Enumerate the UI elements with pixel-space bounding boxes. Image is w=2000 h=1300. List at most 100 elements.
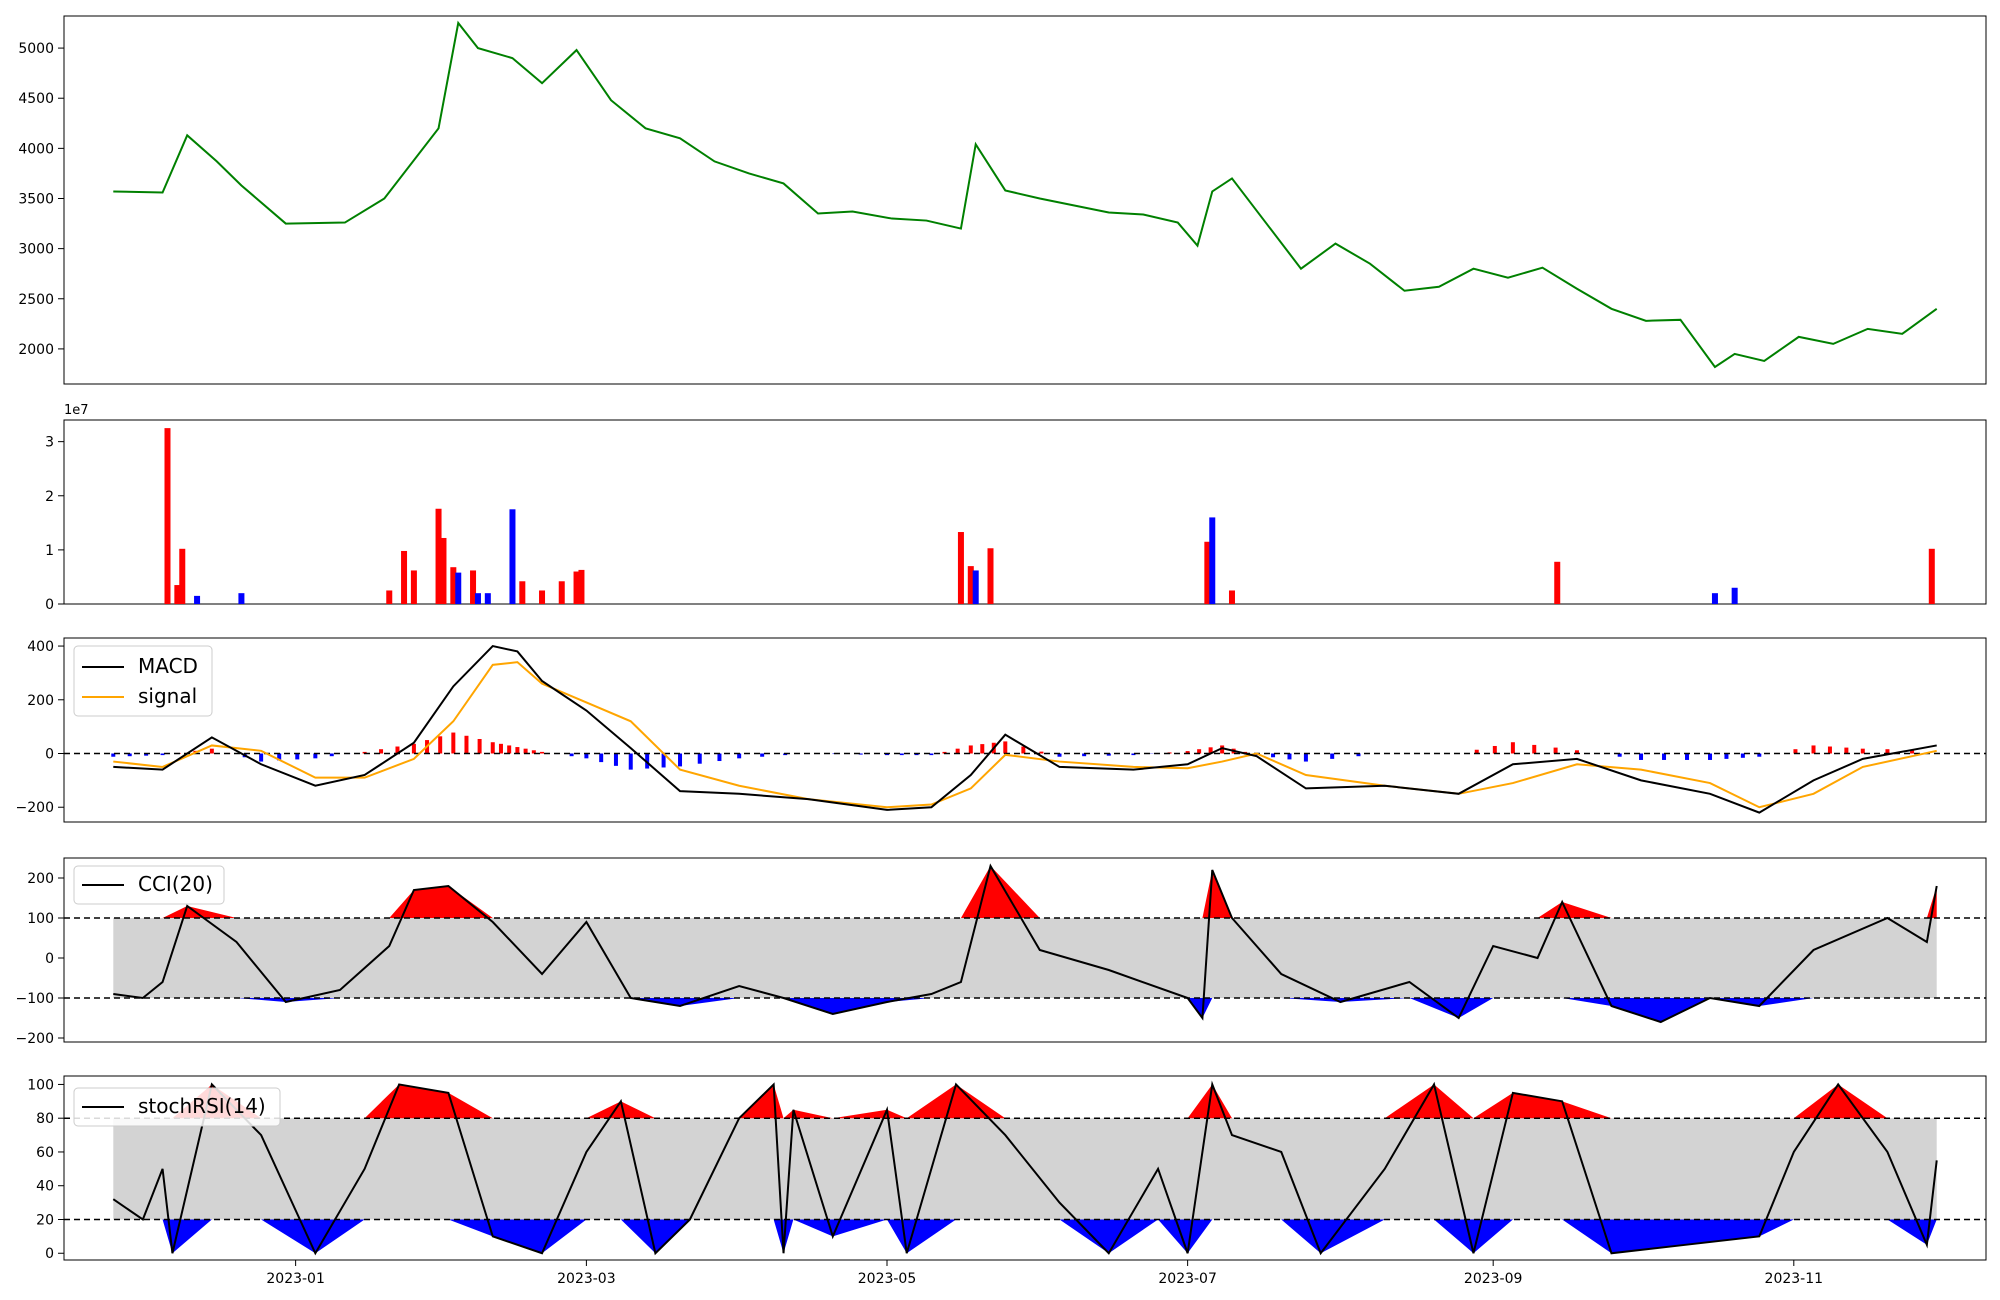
- macd-hist-bar: [1860, 748, 1865, 754]
- macd-hist-bar: [1106, 753, 1111, 756]
- legend-macd: MACD: [138, 654, 198, 678]
- volume-bar: [164, 428, 171, 604]
- macd-hist-bar: [1844, 747, 1849, 754]
- macd-hist-bar: [1685, 753, 1690, 760]
- x-tick-label: 2023-01: [266, 1271, 325, 1287]
- macd-hist-bar: [599, 753, 604, 763]
- stochrsi-line: [112, 1080, 1938, 1256]
- macd-hist-bar: [498, 743, 503, 754]
- volume-bar: [987, 548, 994, 604]
- macd-hist-bar: [1617, 753, 1622, 757]
- macd-hist-bar: [379, 749, 384, 754]
- macd-hist-bar: [1039, 751, 1044, 754]
- macd-hist-bar: [645, 753, 650, 769]
- macd-hist-bar: [1474, 749, 1479, 754]
- y-tick-label: 2000: [18, 342, 54, 358]
- volume-bar: [484, 593, 491, 604]
- volume-y-ticks: 0 1 2 3: [45, 435, 64, 613]
- macd-hist-bar: [1303, 753, 1308, 762]
- macd-hist-bar: [717, 753, 722, 762]
- volume-bar: [967, 566, 974, 604]
- y-tick-label: 4500: [18, 91, 54, 107]
- legend-signal: signal: [138, 684, 197, 708]
- macd-hist-bar: [1910, 749, 1915, 754]
- macd-hist-bar: [395, 746, 400, 754]
- volume-bar: [450, 567, 457, 604]
- volume-bar: [440, 537, 447, 604]
- cci-legend: CCI(20): [73, 865, 225, 905]
- macd-hist-bar: [1287, 753, 1292, 760]
- y-tick-label: 100: [27, 1077, 54, 1093]
- macd-hist-bar: [1532, 744, 1537, 754]
- macd-hist-bar: [523, 748, 528, 754]
- legend-cci: CCI(20): [138, 872, 213, 896]
- y-tick-label: 80: [36, 1111, 54, 1127]
- macd-hist-bar: [1197, 749, 1202, 754]
- volume-bar: [410, 570, 417, 604]
- macd-hist-bar: [277, 753, 282, 761]
- x-tick-label: 2023-03: [557, 1271, 616, 1287]
- y-tick-label: 400: [27, 639, 54, 655]
- macd-hist-bar: [1811, 745, 1816, 754]
- macd-hist-bar: [942, 751, 947, 754]
- volume-bar: [1711, 593, 1718, 604]
- macd-hist-bar: [1740, 753, 1745, 758]
- macd-hist-bar: [737, 753, 742, 759]
- macd-hist-bar: [955, 748, 960, 754]
- macd-hist-bar: [1492, 745, 1497, 754]
- macd-hist-bar: [1827, 746, 1832, 754]
- volume-bar: [470, 570, 477, 604]
- macd-hist-bar: [968, 745, 973, 754]
- price-y-ticks: 2000 2500 3000 3500 4000 4500 5000: [18, 41, 64, 358]
- volume-bar: [386, 590, 393, 604]
- y-tick-label: 100: [27, 911, 54, 927]
- y-tick-label: 2500: [18, 292, 54, 308]
- macd-hist-bar: [1021, 746, 1026, 754]
- macd-hist-bar: [111, 753, 116, 757]
- macd-hist-bar: [1553, 747, 1558, 754]
- y-tick-label: 20: [36, 1212, 54, 1228]
- y-tick-label: 1: [45, 543, 54, 559]
- volume-bar: [1209, 517, 1216, 604]
- y-tick-label: 3: [45, 435, 54, 451]
- macd-hist-bar: [697, 753, 702, 764]
- x-tick-label: 2023-05: [858, 1271, 917, 1287]
- y-tick-label: 200: [27, 871, 54, 887]
- macd-hist-bar: [569, 753, 574, 757]
- macd-hist-bar: [1082, 753, 1087, 757]
- macd-hist-bar: [515, 747, 520, 754]
- volume-bar: [238, 593, 245, 604]
- volume-bar: [578, 569, 585, 604]
- macd-hist-bar: [507, 745, 512, 754]
- volume-bar: [455, 572, 462, 604]
- stochrsi-legend: stochRSI(14): [73, 1087, 281, 1127]
- stochrsi-panel: 0 20 40 60 80 100 stochRSI(14) 2023-01 2023-03…: [27, 1075, 1987, 1287]
- y-tick-label: 4000: [18, 141, 54, 157]
- volume-panel: 1e7 0 1 2 3: [45, 403, 1987, 613]
- macd-hist-bar: [259, 753, 264, 762]
- macd-hist-bar: [980, 744, 985, 754]
- y-tick-label: 2: [45, 489, 54, 505]
- volume-bar: [401, 550, 408, 604]
- volume-bar: [1928, 548, 1935, 604]
- price-line: [113, 20, 1938, 369]
- macd-hist-bar: [1220, 745, 1225, 754]
- macd-hist-bar: [1574, 750, 1579, 754]
- volume-bar: [957, 532, 964, 604]
- cci-neutral-band: [113, 918, 1937, 998]
- y-tick-label: −200: [16, 1031, 54, 1047]
- macd-hist-bar: [477, 738, 482, 754]
- y-tick-label: 200: [27, 693, 54, 709]
- macd-hist-bar: [127, 753, 132, 757]
- macd-hist-bar: [1510, 742, 1515, 754]
- cci-panel: −200 −100 0 100 200 CCI(20): [16, 857, 1987, 1047]
- y-tick-label: 3000: [18, 242, 54, 258]
- macd-hist-bar: [1185, 751, 1190, 754]
- macd-hist-bar: [661, 753, 666, 768]
- macd-hist-bar: [438, 736, 443, 754]
- macd-hist-bar: [613, 753, 618, 766]
- legend-stochrsi: stochRSI(14): [138, 1094, 266, 1118]
- macd-hist-bar: [209, 748, 214, 754]
- volume-bar: [174, 585, 181, 604]
